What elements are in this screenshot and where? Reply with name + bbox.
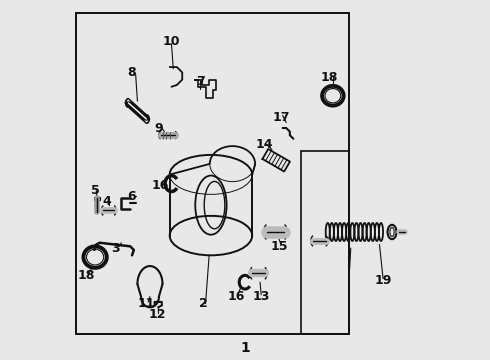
Text: 16: 16 (227, 290, 245, 303)
Text: 17: 17 (272, 111, 290, 124)
Bar (76, 13, 349, 334)
Text: 3: 3 (112, 242, 120, 255)
Text: 15: 15 (270, 240, 288, 253)
Text: 18: 18 (78, 269, 95, 282)
Text: 4: 4 (102, 195, 111, 208)
Text: 10: 10 (163, 35, 180, 49)
Text: 16: 16 (152, 179, 170, 192)
Text: 11: 11 (138, 297, 155, 310)
Text: 14: 14 (256, 138, 273, 150)
Text: 12: 12 (148, 308, 166, 321)
Text: 18: 18 (320, 71, 338, 84)
Text: 7: 7 (196, 75, 204, 88)
Text: 5: 5 (91, 184, 99, 197)
Text: 2: 2 (199, 297, 208, 310)
Text: 1: 1 (240, 341, 250, 355)
Text: 8: 8 (128, 66, 136, 79)
Text: 9: 9 (155, 122, 163, 135)
Text: 19: 19 (374, 274, 392, 287)
Text: 13: 13 (252, 290, 270, 303)
Bar (94, 197, 100, 200)
Text: 6: 6 (128, 190, 136, 203)
